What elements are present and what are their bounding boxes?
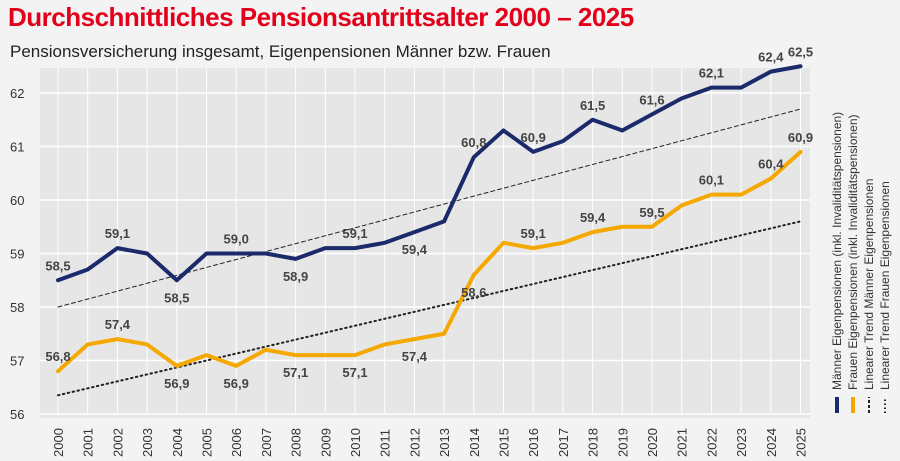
data-label-women-2010: 57,1 [342, 365, 367, 380]
data-label-women-2006: 56,9 [224, 376, 249, 391]
x-tick-label-2022: 2022 [704, 428, 719, 457]
x-tick-label-2015: 2015 [497, 428, 512, 457]
data-label-women-2020: 59,5 [639, 205, 664, 220]
data-label-men-2018: 61,5 [580, 98, 605, 113]
series-lines [56, 64, 803, 374]
grid-lines [40, 68, 810, 415]
data-label-men-2014: 60,8 [461, 135, 486, 150]
x-axis-ticks: 2000 2001 2002 2003 2004 2005 2006 2007 2008 2009… [51, 428, 809, 457]
x-tick-label-2025: 2025 [794, 428, 809, 457]
x-tick-label-2007: 2007 [259, 428, 274, 457]
x-tick-label-2009: 2009 [318, 428, 333, 457]
data-label-women-2004: 56,9 [164, 376, 189, 391]
x-tick-label-2024: 2024 [764, 428, 779, 457]
data-label-women-2025: 60,9 [788, 130, 813, 145]
x-tick-label-2011: 2011 [378, 429, 393, 457]
y-tick-label-59: 59 [10, 247, 24, 262]
data-label-men-2020: 61,6 [639, 92, 664, 107]
x-tick-label-2014: 2014 [467, 428, 482, 457]
x-tick-label-2003: 2003 [140, 428, 155, 457]
x-tick-label-2008: 2008 [289, 428, 304, 457]
x-tick-label-2016: 2016 [526, 428, 541, 457]
y-tick-label-61: 61 [10, 140, 24, 155]
x-tick-label-2006: 2006 [229, 428, 244, 457]
y-tick-label-60: 60 [10, 193, 24, 208]
x-tick-label-2001: 2001 [81, 428, 96, 457]
chart-title: Durchschnittliches Pensionsantrittsalter… [8, 2, 634, 32]
x-tick-label-2013: 2013 [437, 428, 452, 457]
data-label-women-2012: 57,4 [402, 349, 428, 364]
x-tick-label-2019: 2019 [615, 428, 630, 457]
data-label-women-2024: 60,4 [758, 157, 784, 172]
x-tick-label-2005: 2005 [200, 428, 215, 457]
y-tick-label-58: 58 [10, 300, 24, 315]
data-label-women-2016: 59,1 [521, 226, 546, 241]
legend-label-0: Männer Eigenpensionen (inkl. Invalidität… [830, 112, 844, 390]
data-label-men-2000: 58,5 [45, 258, 70, 273]
y-axis-ticks: 56 57 58 59 60 61 62 [10, 86, 24, 422]
data-labels: 58,5 59,1 58,5 59,0 58,9 59,1 59,4 60,8 60,9 61,5… [45, 44, 813, 391]
data-label-men-2002: 59,1 [105, 226, 130, 241]
y-tick-label-56: 56 [10, 407, 24, 422]
data-label-men-2012: 59,4 [402, 242, 428, 257]
x-tick-label-2004: 2004 [170, 428, 185, 457]
x-tick-label-2018: 2018 [586, 428, 601, 457]
data-label-women-2002: 57,4 [105, 317, 131, 332]
x-tick-label-2021: 2021 [675, 428, 690, 457]
data-label-men-2016: 60,9 [521, 130, 546, 145]
series-line-men [56, 64, 803, 283]
x-tick-label-2023: 2023 [734, 428, 749, 457]
x-tick-label-2012: 2012 [407, 428, 422, 457]
data-label-men-2008: 58,9 [283, 269, 308, 284]
legend-label-1: Frauen Eigenpensionen (inkl. Invalidität… [846, 114, 860, 390]
data-label-men-2025: 62,5 [788, 44, 813, 59]
data-label-men-2010: 59,1 [342, 226, 367, 241]
data-label-men-2024: 62,4 [758, 50, 784, 65]
data-label-women-2022: 60,1 [699, 173, 724, 188]
chart-subtitle: Pensionsversicherung insgesamt, Eigenpen… [10, 42, 551, 61]
data-label-men-2006: 59,0 [224, 232, 249, 247]
x-tick-label-2010: 2010 [348, 428, 363, 457]
x-tick-label-2000: 2000 [51, 428, 66, 457]
data-label-men-2022: 62,1 [699, 66, 724, 81]
x-tick-label-2017: 2017 [556, 428, 571, 457]
y-tick-label-62: 62 [10, 86, 24, 101]
data-label-men-2004: 58,5 [164, 290, 189, 305]
legend-label-2: Linearer Trend Männer Eigenpensionen [862, 179, 876, 390]
data-label-women-2008: 57,1 [283, 365, 308, 380]
legend-label-3: Linearer Trend Frauen Eigenpensionen [878, 181, 892, 390]
y-tick-label-57: 57 [10, 354, 24, 369]
x-tick-label-2002: 2002 [110, 428, 125, 457]
data-label-women-2018: 59,4 [580, 210, 606, 225]
data-label-women-2000: 56,8 [45, 349, 70, 364]
series-line-women [56, 149, 803, 374]
legend: Männer Eigenpensionen (inkl. Invalidität… [830, 112, 892, 413]
data-label-women-2014: 58,6 [461, 285, 486, 300]
x-tick-label-2020: 2020 [645, 428, 660, 457]
trend-line-women [57, 220, 802, 397]
